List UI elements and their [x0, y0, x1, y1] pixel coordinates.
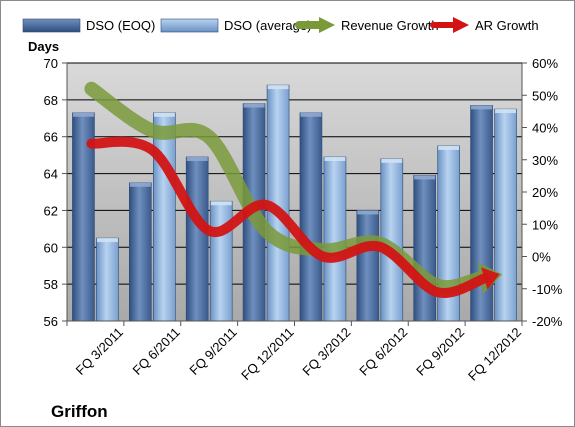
y2-tick-label: 50% — [532, 88, 558, 103]
x-tick-label: FQ 12/2012 — [465, 325, 524, 384]
y-tick-label: 62 — [44, 203, 58, 218]
bar-dso-average — [153, 112, 176, 322]
line-series-group — [84, 81, 503, 298]
bar-dso-eoq — [413, 175, 436, 322]
bar-top-cap — [471, 105, 493, 110]
legend-swatch — [160, 18, 219, 33]
bar-top-cap — [300, 112, 322, 117]
bar-dso-average — [494, 108, 517, 322]
y2-tick-label: 10% — [532, 217, 558, 232]
y2-tick-label: 0% — [532, 250, 551, 265]
y2-tick-label: -10% — [532, 282, 563, 297]
legend-label: AR Growth — [475, 18, 539, 33]
bar-dso-average — [209, 200, 233, 322]
x-tick-label: FQ 6/2011 — [130, 325, 183, 378]
y-tick-label: 60 — [44, 240, 58, 255]
bar-top-cap — [210, 201, 232, 206]
bar-top-cap — [381, 158, 403, 163]
y-tick-label: 70 — [44, 56, 58, 71]
bar-dso-eoq — [185, 156, 209, 322]
bar-top-cap — [72, 112, 94, 117]
y2-tick-label: 40% — [532, 121, 558, 136]
bar-top-cap — [153, 112, 175, 117]
bar-top-cap — [357, 210, 379, 215]
ar-growth-line-arrowhead — [481, 267, 500, 290]
bar-top-cap — [414, 175, 436, 180]
company-caption: Griffon — [51, 402, 108, 421]
bar-top-cap — [243, 103, 265, 108]
x-tick-label: FQ 6/2012 — [356, 325, 410, 379]
bar-top-cap — [438, 145, 460, 150]
y2-tick-label: 30% — [532, 153, 558, 168]
bar-dso-average — [323, 156, 347, 322]
y-tick-label: 66 — [44, 130, 58, 145]
bar-dso-average — [96, 237, 119, 322]
bar-top-cap — [96, 238, 118, 243]
y-tick-label: 58 — [44, 277, 58, 292]
x-tick-label: FQ 9/2011 — [186, 325, 239, 378]
bar-top-cap — [129, 182, 151, 187]
y-tick-label: 68 — [44, 93, 58, 108]
x-tick-label: FQ 9/2012 — [413, 325, 467, 379]
legend-swatch — [22, 18, 81, 33]
bar-top-cap — [495, 109, 517, 114]
legend-arrowhead — [453, 17, 469, 33]
y2-tick-label: -20% — [532, 314, 563, 329]
bar-dso-eoq — [356, 210, 380, 322]
y-tick-label: 64 — [44, 167, 58, 182]
legend-arrowhead — [319, 17, 335, 33]
y2-tick-label: 20% — [532, 185, 558, 200]
x-tick-label: FQ 3/2011 — [73, 325, 126, 378]
x-tick-label: FQ 3/2012 — [299, 325, 353, 379]
y-tick-label: 56 — [44, 314, 58, 329]
ar-growth-line — [86, 136, 490, 298]
bar-top-cap — [324, 156, 346, 161]
bar-top-cap — [186, 156, 208, 161]
legend-label: DSO (EOQ) — [86, 18, 155, 33]
legend: DSO (EOQ) DSO (average) Revenue Growth AR G… — [22, 17, 539, 33]
y-axis-title: Days — [28, 39, 59, 54]
legend-label: DSO (average) — [224, 18, 311, 33]
legend-label: Revenue Growth — [341, 18, 439, 33]
bar-top-cap — [267, 85, 289, 90]
bar-dso-eoq — [299, 112, 323, 322]
bar-dso-eoq — [129, 182, 152, 322]
y2-tick-label: 60% — [532, 56, 558, 71]
x-tick-label: FQ 12/2011 — [238, 325, 296, 383]
